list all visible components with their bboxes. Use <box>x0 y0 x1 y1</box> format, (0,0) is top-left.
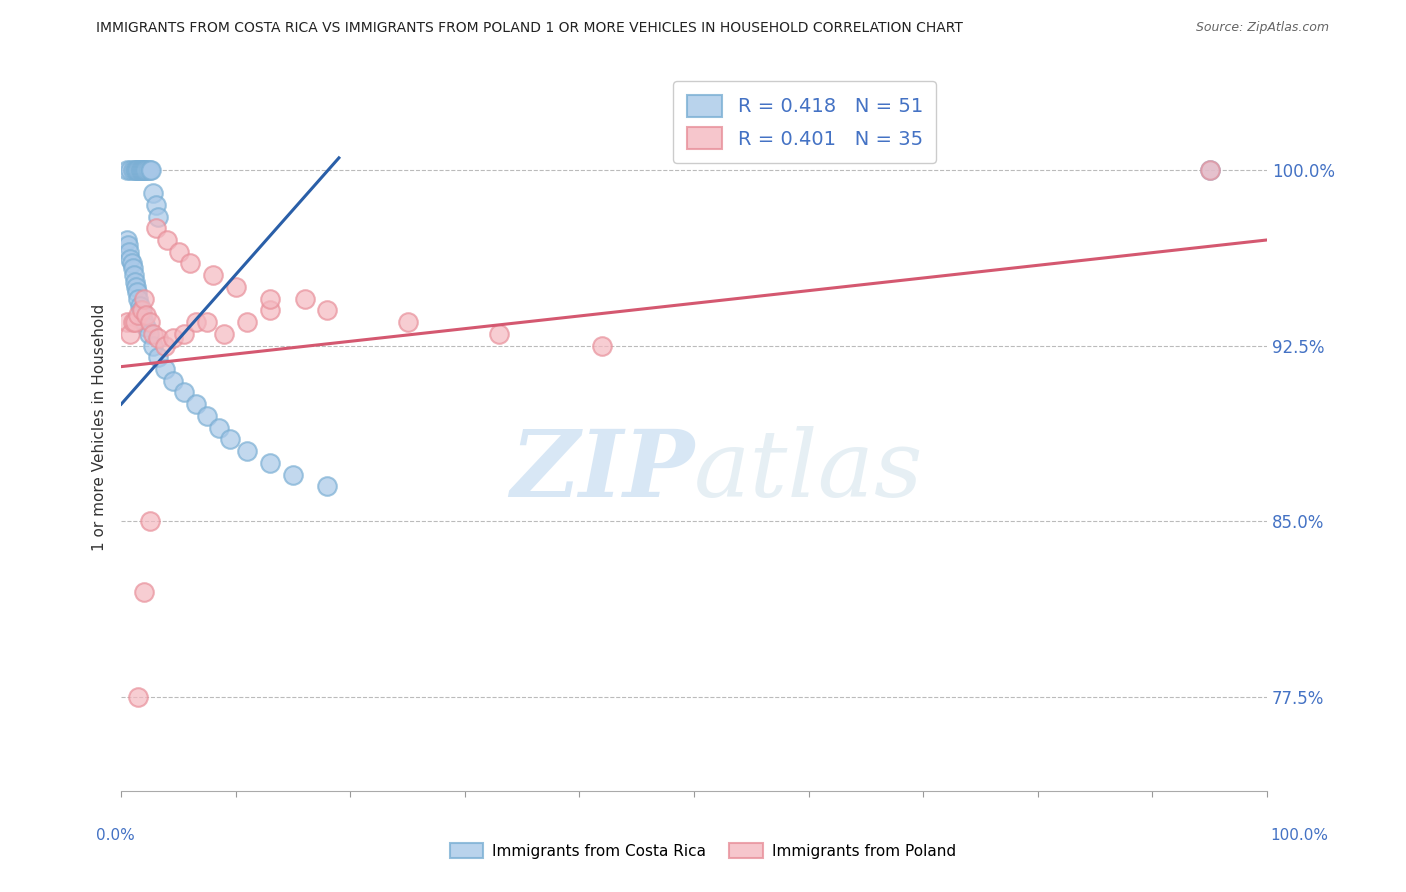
Point <box>488 326 510 341</box>
Point <box>138 326 160 341</box>
Point <box>139 162 162 177</box>
Point <box>115 162 138 177</box>
Point <box>127 162 149 177</box>
Text: atlas: atlas <box>695 426 924 516</box>
Point <box>236 315 259 329</box>
Point <box>120 162 142 177</box>
Point <box>122 268 145 282</box>
Point <box>591 338 613 352</box>
Point <box>145 221 167 235</box>
Point <box>134 584 156 599</box>
Point <box>129 303 152 318</box>
Point <box>167 244 190 259</box>
Legend: R = 0.418   N = 51, R = 0.401   N = 35: R = 0.418 N = 51, R = 0.401 N = 35 <box>673 81 936 163</box>
Point <box>127 690 149 705</box>
Point <box>207 420 229 434</box>
Point <box>127 162 149 177</box>
Point <box>129 162 152 177</box>
Point <box>225 280 247 294</box>
Point <box>184 397 207 411</box>
Point <box>124 275 146 289</box>
Point <box>125 280 148 294</box>
Point <box>142 186 165 200</box>
Point <box>131 162 153 177</box>
Point <box>162 374 184 388</box>
Point <box>396 315 419 329</box>
Point <box>153 362 176 376</box>
Text: Source: ZipAtlas.com: Source: ZipAtlas.com <box>1195 21 1329 35</box>
Point <box>145 198 167 212</box>
Point <box>131 308 153 322</box>
Point <box>316 303 339 318</box>
Point <box>115 233 138 247</box>
Point <box>173 385 195 400</box>
Point <box>142 338 165 352</box>
Point <box>259 456 281 470</box>
Point <box>146 210 169 224</box>
Text: ZIP: ZIP <box>510 426 695 516</box>
Point <box>124 315 146 329</box>
Y-axis label: 1 or more Vehicles in Household: 1 or more Vehicles in Household <box>93 304 107 551</box>
Point <box>214 326 236 341</box>
Point <box>135 308 157 322</box>
Point <box>132 162 155 177</box>
Point <box>134 292 156 306</box>
Point <box>162 331 184 345</box>
Point <box>121 261 143 276</box>
Point <box>1198 162 1220 177</box>
Point <box>139 162 162 177</box>
Point <box>125 162 148 177</box>
Point <box>127 292 149 306</box>
Point <box>294 292 316 306</box>
Point <box>259 303 281 318</box>
Point <box>117 237 139 252</box>
Point <box>146 351 169 365</box>
Point <box>156 233 179 247</box>
Point <box>121 162 143 177</box>
Point <box>131 303 153 318</box>
Point <box>139 315 162 329</box>
Point <box>124 162 146 177</box>
Legend: Immigrants from Costa Rica, Immigrants from Poland: Immigrants from Costa Rica, Immigrants f… <box>443 837 963 864</box>
Point <box>134 315 156 329</box>
Point <box>136 162 159 177</box>
Point <box>127 308 149 322</box>
Text: 0.0%: 0.0% <box>96 828 135 843</box>
Point <box>127 285 149 299</box>
Point <box>142 326 165 341</box>
Point <box>219 433 242 447</box>
Point <box>195 315 218 329</box>
Point <box>115 315 138 329</box>
Point <box>173 326 195 341</box>
Point <box>139 515 162 529</box>
Point <box>146 331 169 345</box>
Point <box>195 409 218 423</box>
Point <box>281 467 304 482</box>
Point <box>121 315 143 329</box>
Point <box>259 292 281 306</box>
Point <box>128 299 150 313</box>
Point <box>184 315 207 329</box>
Text: IMMIGRANTS FROM COSTA RICA VS IMMIGRANTS FROM POLAND 1 OR MORE VEHICLES IN HOUSE: IMMIGRANTS FROM COSTA RICA VS IMMIGRANTS… <box>96 21 963 36</box>
Point <box>1198 162 1220 177</box>
Point <box>120 326 142 341</box>
Point <box>118 244 141 259</box>
Point <box>120 252 142 266</box>
Point <box>134 162 156 177</box>
Point <box>134 162 156 177</box>
Point <box>135 162 157 177</box>
Point <box>316 479 339 493</box>
Point <box>153 338 176 352</box>
Text: 100.0%: 100.0% <box>1271 828 1329 843</box>
Point <box>179 256 201 270</box>
Point <box>121 256 143 270</box>
Point <box>236 444 259 458</box>
Point <box>135 319 157 334</box>
Point <box>128 162 150 177</box>
Point <box>201 268 224 282</box>
